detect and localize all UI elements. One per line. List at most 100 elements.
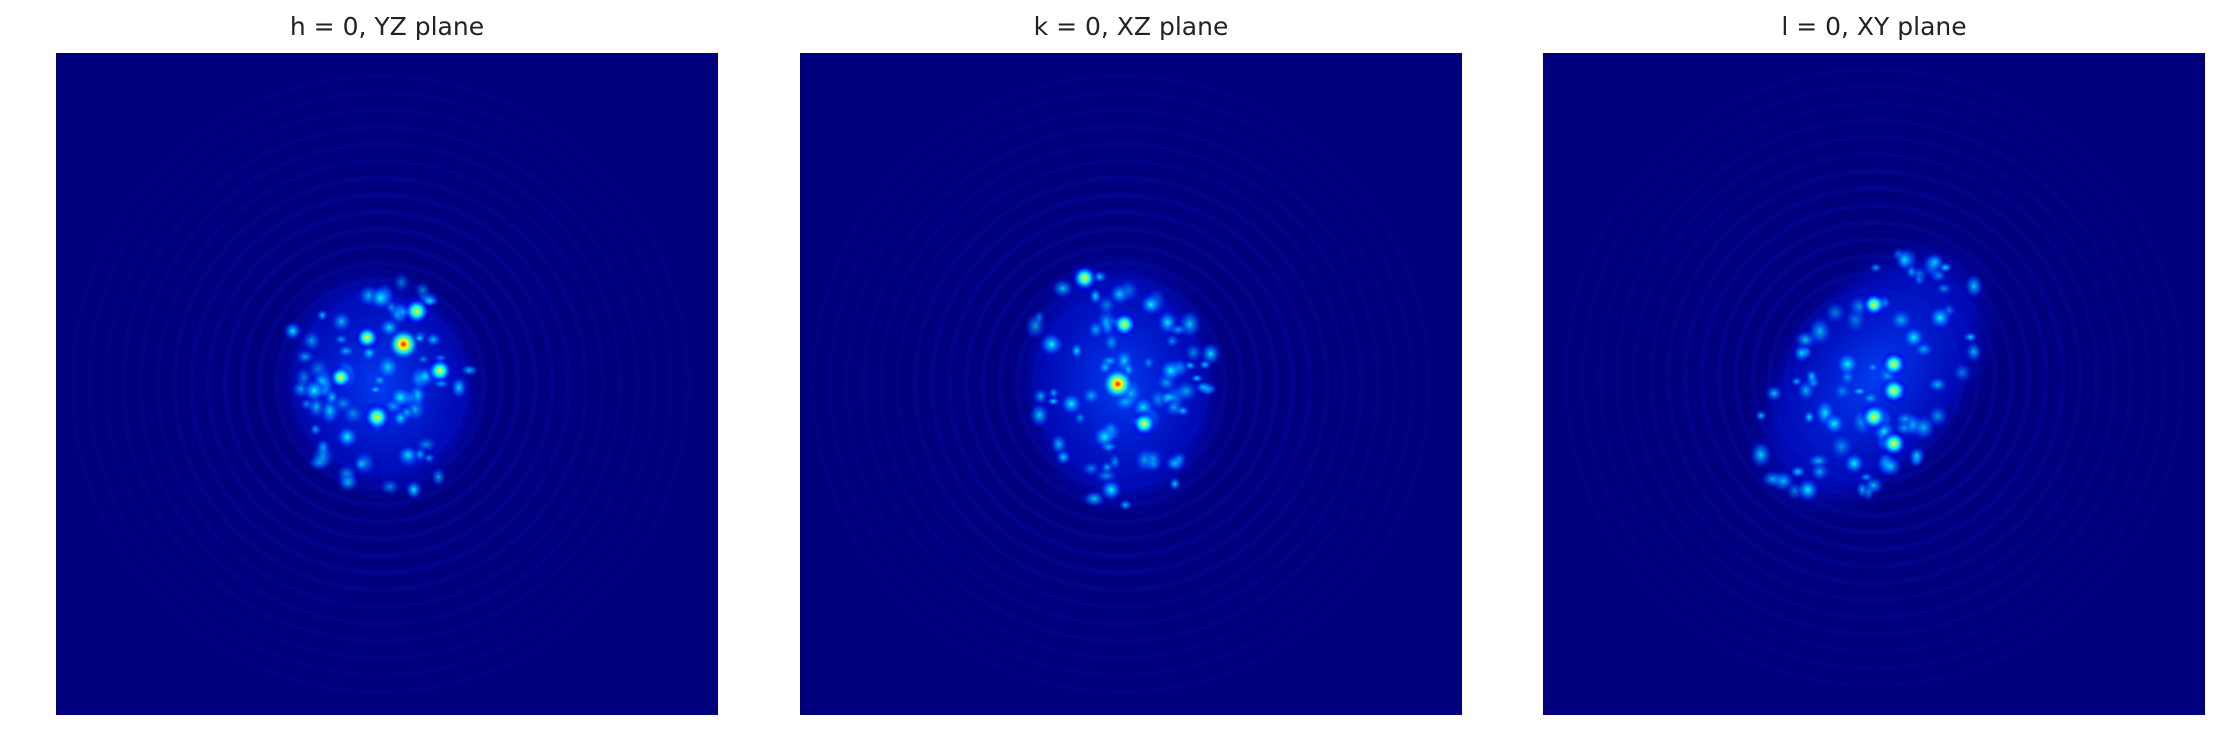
speckle-point (1173, 379, 1200, 403)
heatmap-hotspot (1928, 305, 1953, 330)
speckle-point (372, 373, 387, 387)
speckle-point (295, 348, 316, 365)
speckle-point (1073, 410, 1087, 426)
diffraction-ring (120, 124, 640, 644)
speckle-point (391, 409, 410, 428)
heatmap-hotspot (425, 356, 454, 385)
speckle-point (1759, 469, 1785, 489)
speckle-point (1168, 476, 1181, 492)
diffraction-ring (963, 226, 1279, 542)
heatmap-hotspot (327, 364, 354, 391)
speckle-point (1164, 333, 1181, 349)
speckle-point (368, 385, 383, 395)
hotspots (301, 285, 454, 449)
heatmap-hotspot (387, 328, 420, 361)
speckle-point (413, 280, 432, 300)
speckle-point (1951, 362, 1973, 384)
heatmap-hotspot (1880, 350, 1908, 378)
heatmap-hotspot (1795, 477, 1820, 502)
heatmap-hotspot (1059, 392, 1084, 416)
speckle-point (336, 344, 356, 358)
speckle-point (309, 444, 336, 469)
speckle-point (1765, 384, 1784, 402)
speckle-point (424, 331, 443, 348)
heatmap-hotspot (1859, 402, 1889, 432)
speckle-point (1051, 278, 1075, 299)
speckle-point (1789, 465, 1807, 479)
diffraction-ring (827, 90, 1415, 678)
diffraction-ring (1716, 219, 2032, 535)
speckle-point (396, 445, 420, 465)
speckle-point (1858, 471, 1875, 483)
speckle-point (1028, 402, 1051, 429)
hotspots (1795, 291, 1953, 502)
speckle-point (1888, 308, 1914, 332)
speckle-point (1070, 342, 1084, 360)
speckle-point (1924, 252, 1946, 272)
heatmap-hotspot (361, 401, 393, 433)
speckle-point (1024, 311, 1047, 340)
diffraction-ring (103, 107, 657, 661)
speckle-point (1868, 262, 1883, 274)
chart-title-yz: h = 0, YZ plane (289, 12, 485, 41)
speckle-point (1866, 361, 1880, 373)
speckle-point (1832, 381, 1852, 402)
diffraction-ring (1563, 66, 2185, 688)
speckle-point (459, 364, 480, 377)
diffraction-ring (1597, 100, 2151, 654)
heatmap-xz (800, 53, 1462, 715)
speckle-point (1908, 445, 1926, 465)
speckle-point (1879, 455, 1903, 478)
heatmap-hotspot (1101, 368, 1134, 400)
heatmap-hotspot (1099, 478, 1123, 502)
heatmap-hotspot (1842, 452, 1866, 475)
speckle-point (1055, 449, 1072, 466)
speckle-point (1107, 452, 1122, 472)
heatmap-hotspot (401, 296, 432, 326)
heatmap-hotspot (353, 324, 381, 351)
speckle-point (1964, 273, 1984, 299)
speckle-point (1142, 355, 1156, 371)
speckle-point (450, 375, 468, 400)
diffraction-ring (171, 175, 589, 593)
speckle-point (316, 309, 329, 322)
speckle-point (1803, 409, 1816, 425)
diffraction-ring (878, 141, 1364, 627)
speckle-point (1962, 331, 1979, 343)
panel-xy: l = 0, XY plane (1543, 0, 2205, 731)
heatmap-hotspot (388, 385, 412, 409)
speckle-point (430, 467, 447, 488)
speckle-point (1809, 462, 1831, 482)
speckle-point (1926, 376, 1949, 393)
diffraction-ring (912, 175, 1330, 593)
heatmap-hotspot (301, 378, 327, 404)
speckle-point (336, 473, 359, 493)
speckle-point (330, 310, 353, 333)
heatmap-xz-svg (800, 53, 1462, 715)
speckle-point (1047, 386, 1061, 400)
diffraction-ring (1699, 202, 2049, 552)
speckle-point (1032, 387, 1049, 406)
speckle-point (1184, 342, 1203, 363)
speckle-point (1190, 373, 1204, 383)
speckle-point (331, 393, 355, 414)
speckle-point (1935, 282, 1953, 295)
diffraction-ring (810, 73, 1432, 695)
chart-title-xz: k = 0, XZ plane (1033, 12, 1229, 41)
diffraction-ring (1648, 151, 2100, 603)
speckle-point (1118, 498, 1133, 511)
speckle-point (1050, 433, 1067, 454)
diffraction-ring (929, 192, 1313, 576)
diffraction-ring (946, 209, 1296, 559)
speckle-point (392, 271, 411, 294)
diffraction-ring (1614, 117, 2134, 637)
speckle-point (1167, 323, 1189, 337)
speckle-point (1082, 490, 1107, 508)
speckle-point (1807, 315, 1833, 348)
speckle-point (1157, 390, 1180, 405)
heatmap-hotspot (1879, 376, 1909, 406)
heatmap-hotspot (1139, 293, 1163, 316)
speckle-point (1895, 248, 1914, 272)
heatmap-hotspot (1130, 410, 1158, 438)
speckle-point (1749, 440, 1773, 470)
